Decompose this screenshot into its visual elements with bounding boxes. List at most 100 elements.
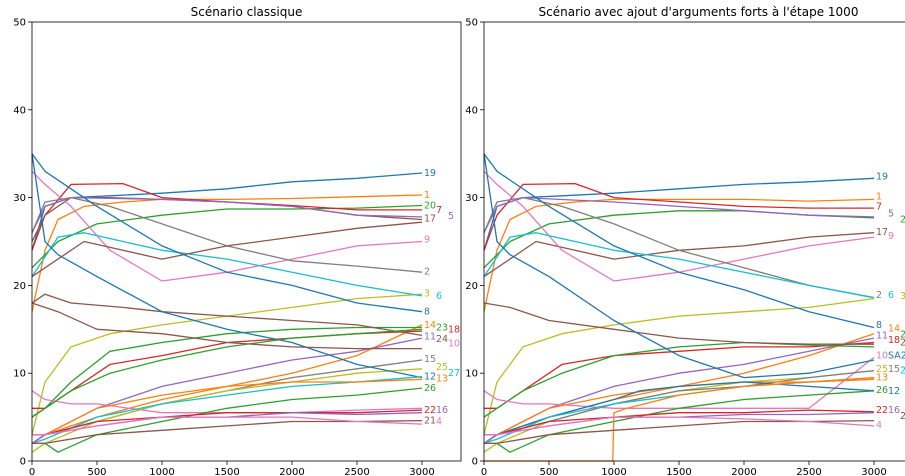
series-line-5 [483,196,875,233]
y-tick-label: 50 [465,18,478,29]
series-line-20 [31,204,423,269]
series-label: 26 [424,383,436,394]
chart-title: Scénario classique [191,5,303,19]
series-label: 19 [424,168,436,179]
series-line-17 [483,232,875,278]
axis-frame [483,21,905,462]
series-label: 17 [876,227,888,238]
x-tick-label: 1500 [666,467,691,476]
x-tick-label: 0 [481,467,487,476]
series-label: 7 [436,205,442,216]
series-label: 11 [876,330,888,341]
series-label: 15 [424,354,436,365]
series-label: 13 [436,373,448,384]
x-tick-label: 3000 [861,467,886,476]
series-line-23 [31,326,422,418]
series-label: 18 [448,324,460,335]
series-label: 2 [900,330,905,341]
series-line-18 [484,341,875,409]
series-line-8 [483,153,875,329]
series-label: 12 [888,386,900,397]
series-label: 7 [876,201,882,212]
series-label: 3 [900,291,905,302]
x-tick-label: 2000 [279,467,304,476]
series-label: 23 [436,323,448,334]
x-tick-label: 3000 [409,467,434,476]
series-line-22 [32,409,423,436]
y-tick-label: 0 [472,457,478,468]
series-label: 4 [876,420,882,431]
y-tick-label: 10 [13,369,26,380]
series-line-3 [483,297,875,435]
series-label: 6 [436,291,442,302]
series-line-unlabeled-15 [483,302,874,345]
series-label: 16 [888,405,900,416]
x-tick-label: 2500 [796,467,821,476]
series-label: 14 [424,320,436,331]
y-tick-label: 50 [13,18,26,29]
series-label: 4 [436,416,442,427]
series-label: 20 [424,201,436,212]
x-tick-label: 1500 [214,467,239,476]
y-tick-label: 30 [465,193,478,204]
series-label: 16 [436,405,448,416]
y-tick-label: 40 [13,105,26,116]
series-line-3 [31,293,423,435]
series-line-7 [31,182,422,251]
x-tick-label: 500 [87,467,106,476]
series-label: 2 [900,337,905,348]
series-label: 22 [876,405,888,416]
series-label: 22 [424,405,436,416]
y-tick-label: 10 [465,369,478,380]
series-line-13 [31,378,423,444]
series-line-14 [31,324,423,444]
series-label: 1 [876,192,882,203]
series-label: 2 [900,215,905,226]
series-label: 10 [448,338,460,349]
x-tick-label: 1000 [601,467,626,476]
series-label: 25 [876,364,888,375]
series-label: 1 [424,190,430,201]
x-tick-label: 2000 [731,467,756,476]
series-label: SA2 [888,351,905,362]
series-line-12 [31,153,423,379]
series-line-8 [31,153,423,313]
series-line-2 [483,196,875,299]
x-tick-label: 0 [29,467,35,476]
series-label: 26 [876,385,888,396]
y-tick-label: 0 [20,457,26,468]
series-line-27 [31,376,423,445]
series-label: 18 [888,335,900,346]
series-label: 24 [436,334,448,345]
series-line-10 [31,390,423,414]
series-label: 12 [424,372,436,383]
series-line-4 [484,416,875,436]
series-label: 6 [888,290,894,301]
series-line-12 [483,381,875,444]
series-line-9 [483,170,875,282]
x-tick-label: 2500 [344,467,369,476]
series-label: 5 [448,211,454,222]
series-line-2 [31,196,423,273]
series-label: 2 [876,290,882,301]
series-label: 8 [424,307,430,318]
series-line-7 [483,182,874,251]
x-tick-label: 500 [539,467,558,476]
series-line-1 [483,198,875,312]
series-label: 10 [876,351,888,362]
x-tick-label: 1000 [149,467,174,476]
series-line-unlabeled-24 [484,376,875,462]
y-tick-label: 30 [13,193,26,204]
series-label: 17 [424,214,436,225]
series-line-6 [31,232,423,297]
series-label: 27 [448,368,460,379]
series-label: 14 [888,323,900,334]
series-label: 2 [900,366,905,377]
series-label: 13 [876,373,888,384]
chart-title: Scénario avec ajout d'arguments forts à … [539,5,859,19]
series-line-unlabeled-29 [31,302,422,350]
series-line-1 [31,194,423,312]
series-line-17 [31,196,423,242]
